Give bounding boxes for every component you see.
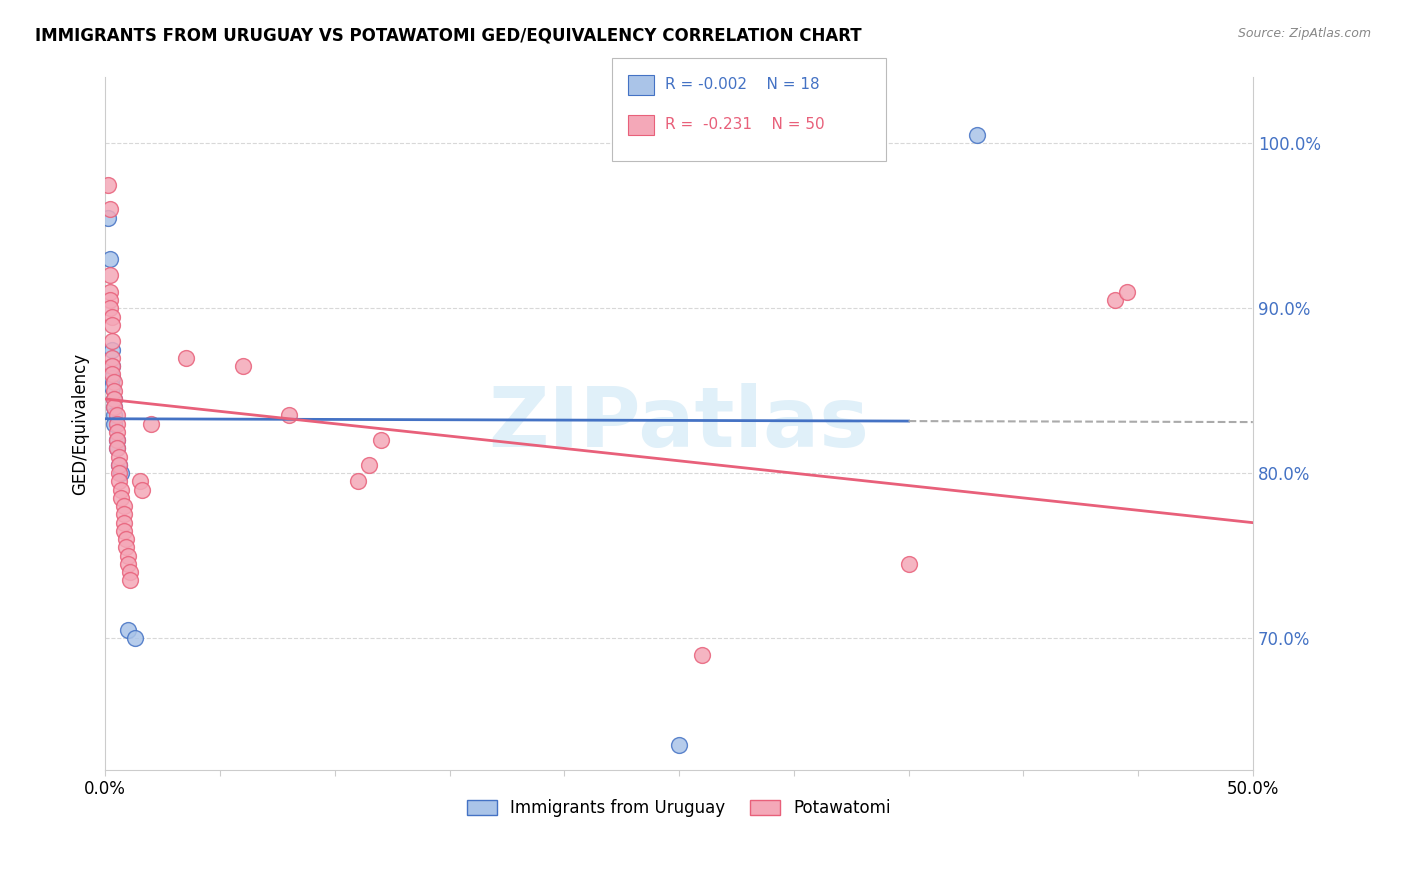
Text: ZIPatlas: ZIPatlas bbox=[488, 384, 869, 464]
Point bbox=[115, 541, 138, 555]
Point bbox=[128, 475, 150, 489]
Point bbox=[110, 491, 132, 505]
Point bbox=[96, 211, 118, 225]
Point bbox=[690, 648, 713, 662]
Point bbox=[105, 442, 128, 456]
Text: R =  -0.231    N = 50: R = -0.231 N = 50 bbox=[665, 118, 825, 132]
Point bbox=[124, 631, 146, 645]
Point bbox=[103, 417, 125, 431]
Point bbox=[103, 401, 125, 415]
Point bbox=[112, 508, 135, 522]
Point bbox=[108, 458, 131, 472]
Text: IMMIGRANTS FROM URUGUAY VS POTAWATOMI GED/EQUIVALENCY CORRELATION CHART: IMMIGRANTS FROM URUGUAY VS POTAWATOMI GE… bbox=[35, 27, 862, 45]
Point bbox=[103, 376, 125, 390]
Point bbox=[98, 268, 121, 283]
Point bbox=[370, 434, 392, 448]
Point bbox=[359, 458, 381, 472]
Point bbox=[105, 442, 128, 456]
Point bbox=[101, 370, 124, 384]
Point bbox=[120, 565, 142, 579]
Point bbox=[117, 557, 139, 571]
Point bbox=[101, 359, 124, 373]
Point bbox=[120, 574, 142, 588]
Point bbox=[108, 475, 131, 489]
Point bbox=[277, 409, 299, 423]
Point bbox=[117, 549, 139, 563]
Point bbox=[105, 417, 128, 431]
Point bbox=[105, 434, 128, 448]
Point bbox=[105, 425, 128, 439]
Point bbox=[98, 293, 121, 307]
Point bbox=[1104, 293, 1126, 307]
Point bbox=[103, 409, 125, 423]
Point bbox=[103, 392, 125, 406]
Point bbox=[101, 334, 124, 349]
Point bbox=[108, 466, 131, 480]
Point bbox=[108, 458, 131, 472]
Point bbox=[105, 434, 128, 448]
Point bbox=[108, 450, 131, 464]
Point bbox=[98, 202, 121, 217]
Point bbox=[101, 351, 124, 365]
Legend: Immigrants from Uruguay, Potawatomi: Immigrants from Uruguay, Potawatomi bbox=[460, 793, 898, 824]
Point bbox=[112, 499, 135, 513]
Point bbox=[103, 392, 125, 406]
Point bbox=[232, 359, 254, 373]
Point bbox=[112, 516, 135, 530]
Point bbox=[101, 380, 124, 394]
Point bbox=[131, 483, 153, 497]
Point bbox=[105, 409, 128, 423]
Point bbox=[103, 384, 125, 398]
Point bbox=[101, 310, 124, 324]
Point bbox=[101, 318, 124, 332]
Point bbox=[98, 252, 121, 266]
Point bbox=[110, 466, 132, 480]
Point bbox=[98, 301, 121, 316]
Point bbox=[101, 359, 124, 373]
Point bbox=[346, 475, 368, 489]
Text: Source: ZipAtlas.com: Source: ZipAtlas.com bbox=[1237, 27, 1371, 40]
Point bbox=[115, 532, 138, 546]
Point bbox=[96, 178, 118, 192]
Point bbox=[112, 524, 135, 538]
Point bbox=[897, 557, 920, 571]
Point bbox=[101, 368, 124, 382]
Point bbox=[101, 343, 124, 357]
Point bbox=[966, 128, 988, 143]
Y-axis label: GED/Equivalency: GED/Equivalency bbox=[72, 352, 89, 495]
Point bbox=[110, 483, 132, 497]
Point bbox=[103, 401, 125, 415]
Point bbox=[117, 623, 139, 637]
Point bbox=[1115, 285, 1137, 299]
Point bbox=[139, 417, 162, 431]
Point bbox=[174, 351, 197, 365]
Point bbox=[668, 738, 690, 752]
Text: R = -0.002    N = 18: R = -0.002 N = 18 bbox=[665, 78, 820, 92]
Point bbox=[98, 285, 121, 299]
